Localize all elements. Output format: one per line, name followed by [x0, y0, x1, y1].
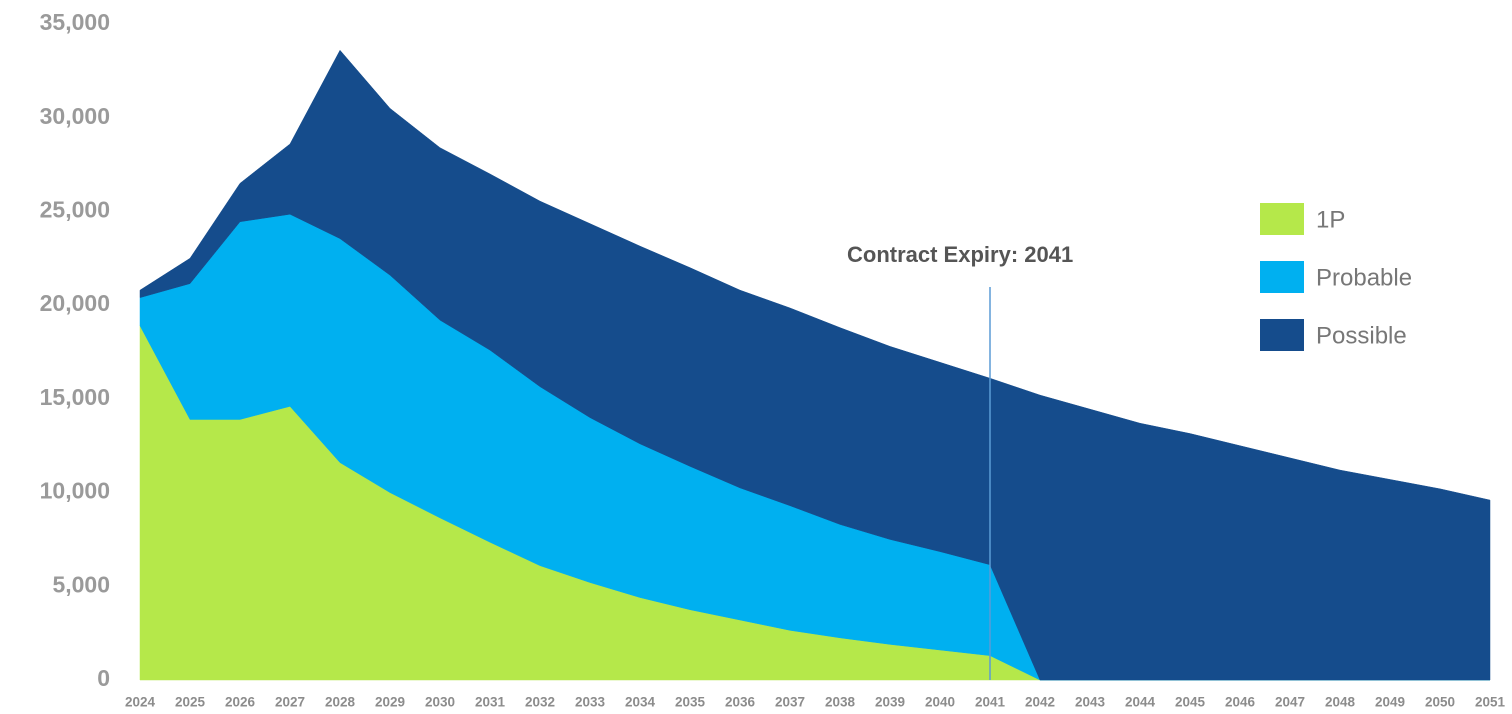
x-tick-label: 2031 [475, 695, 506, 710]
x-tick-label: 2033 [575, 695, 606, 710]
x-tick-label: 2050 [1425, 695, 1455, 710]
x-tick-label: 2047 [1275, 695, 1305, 710]
y-tick-label: 10,000 [40, 478, 110, 504]
x-tick-label: 2044 [1125, 695, 1156, 710]
x-tick-label: 2049 [1375, 695, 1405, 710]
x-tick-label: 2051 [1475, 695, 1506, 710]
x-tick-label: 2040 [925, 695, 955, 710]
x-tick-label: 2036 [725, 695, 756, 710]
y-tick-label: 5,000 [52, 571, 110, 597]
y-tick-label: 20,000 [40, 290, 110, 316]
x-tick-label: 2039 [875, 695, 905, 710]
x-tick-label: 2028 [325, 695, 356, 710]
annotation-text: Contract Expiry: 2041 [847, 242, 1073, 267]
x-tick-label: 2048 [1325, 695, 1356, 710]
x-tick-label: 2029 [375, 695, 405, 710]
x-tick-label: 2038 [825, 695, 856, 710]
x-tick-label: 2026 [225, 695, 256, 710]
x-tick-label: 2037 [775, 695, 805, 710]
y-tick-label: 25,000 [40, 197, 110, 223]
y-tick-label: 0 [97, 665, 110, 691]
x-tick-label: 2041 [975, 695, 1006, 710]
x-tick-label: 2030 [425, 695, 455, 710]
legend-swatch [1260, 319, 1304, 351]
x-tick-label: 2034 [625, 695, 656, 710]
area [139, 49, 1491, 681]
x-tick-label: 2025 [175, 695, 206, 710]
x-tick-label: 2046 [1225, 695, 1256, 710]
legend-label: Probable [1316, 264, 1412, 291]
y-tick-label: 15,000 [40, 384, 110, 410]
x-tick-label: 2045 [1175, 695, 1206, 710]
legend-swatch [1260, 203, 1304, 235]
x-tick-label: 2035 [675, 695, 706, 710]
legend-label: Possible [1316, 322, 1407, 349]
legend-label: 1P [1316, 206, 1345, 233]
legend-swatch [1260, 261, 1304, 293]
x-tick-label: 2027 [275, 695, 305, 710]
x-tick-label: 2024 [125, 695, 156, 710]
y-tick-label: 30,000 [40, 103, 110, 129]
y-tick-label: 35,000 [40, 9, 110, 35]
x-tick-label: 2032 [525, 695, 555, 710]
x-tick-label: 2042 [1025, 695, 1055, 710]
x-tick-label: 2043 [1075, 695, 1106, 710]
